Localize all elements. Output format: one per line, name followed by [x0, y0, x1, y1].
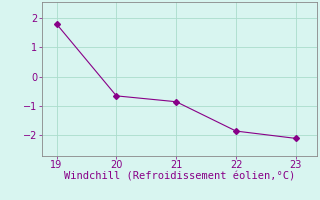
X-axis label: Windchill (Refroidissement éolien,°C): Windchill (Refroidissement éolien,°C) [64, 172, 295, 182]
